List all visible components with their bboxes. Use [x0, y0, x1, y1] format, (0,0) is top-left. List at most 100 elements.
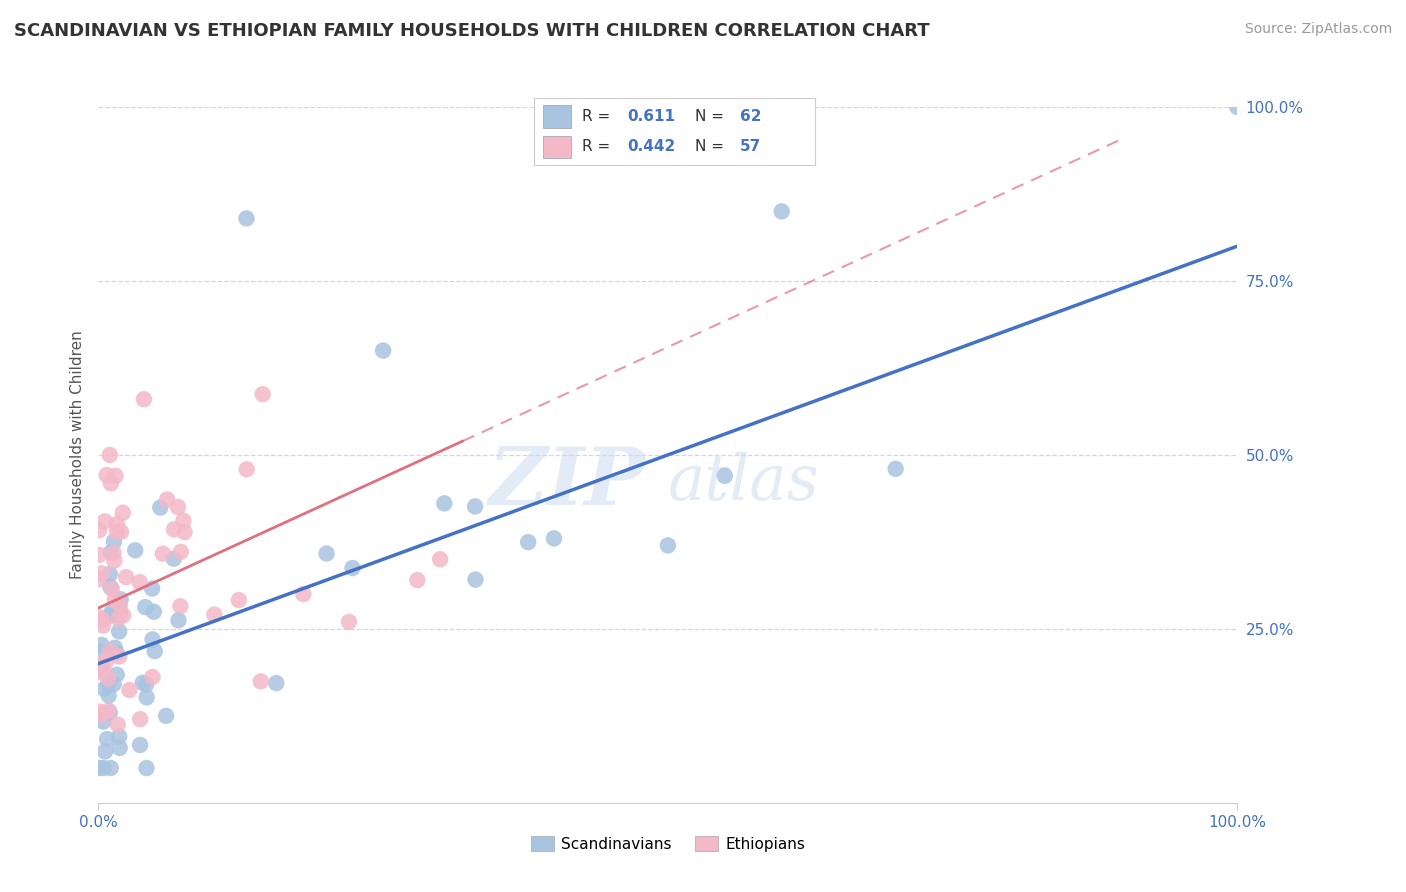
Point: [141, 670, 163, 684]
Point: [132, 392, 155, 407]
Point: [91, 714, 114, 729]
Text: 57: 57: [740, 139, 761, 153]
Text: 0.611: 0.611: [627, 109, 675, 124]
Point: [142, 605, 165, 619]
Point: [100, 545, 122, 559]
Point: [105, 517, 128, 532]
Point: [107, 611, 129, 625]
Point: [108, 605, 131, 619]
Point: [94, 655, 117, 669]
Y-axis label: Family Households with Children: Family Households with Children: [69, 331, 84, 579]
Point: [149, 500, 172, 515]
Point: [96, 731, 118, 746]
Point: [89, 659, 111, 673]
Point: [97, 689, 120, 703]
Point: [104, 468, 127, 483]
Point: [292, 587, 315, 601]
Text: ZIP: ZIP: [488, 444, 645, 522]
Text: N =: N =: [695, 139, 728, 153]
Point: [770, 204, 793, 219]
Point: [143, 644, 166, 658]
Point: [135, 761, 157, 775]
Text: R =: R =: [582, 139, 616, 153]
Point: [543, 532, 565, 546]
Point: [1226, 100, 1249, 114]
Point: [167, 613, 190, 627]
Point: [129, 738, 152, 752]
Point: [89, 644, 111, 658]
Point: [105, 524, 128, 539]
Point: [172, 514, 194, 528]
Point: [103, 546, 125, 560]
Point: [89, 663, 111, 677]
Point: [235, 462, 257, 476]
Text: 62: 62: [740, 109, 761, 124]
Point: [714, 468, 737, 483]
Point: [100, 476, 122, 491]
Point: [91, 613, 114, 627]
Point: [98, 608, 121, 623]
Point: [173, 525, 195, 540]
Point: [89, 665, 111, 680]
Point: [93, 664, 115, 678]
Point: [110, 524, 132, 539]
Point: [118, 683, 141, 698]
Point: [105, 667, 128, 681]
Point: [464, 500, 486, 514]
Point: [112, 608, 135, 623]
Point: [90, 566, 112, 581]
Point: [107, 717, 129, 731]
Point: [156, 492, 179, 507]
Point: [169, 599, 191, 614]
Point: [89, 705, 111, 719]
Point: [97, 704, 120, 718]
Point: [131, 675, 153, 690]
Point: [103, 534, 125, 549]
Point: [108, 730, 131, 744]
Point: [433, 496, 456, 510]
Point: [105, 645, 128, 659]
Point: [98, 706, 121, 720]
Point: [517, 535, 540, 549]
Point: [163, 523, 186, 537]
Point: [104, 640, 127, 655]
Point: [87, 572, 110, 586]
Point: [124, 543, 146, 558]
Point: [98, 567, 121, 582]
Point: [100, 761, 122, 775]
Point: [163, 551, 186, 566]
Point: [884, 462, 907, 476]
Point: [98, 580, 121, 594]
FancyBboxPatch shape: [543, 136, 571, 159]
Point: [108, 598, 131, 612]
Point: [228, 593, 250, 607]
Point: [429, 552, 451, 566]
Point: [101, 582, 124, 596]
Point: [97, 671, 120, 685]
Text: SCANDINAVIAN VS ETHIOPIAN FAMILY HOUSEHOLDS WITH CHILDREN CORRELATION CHART: SCANDINAVIAN VS ETHIOPIAN FAMILY HOUSEHO…: [14, 22, 929, 40]
Point: [115, 570, 138, 584]
Point: [167, 500, 190, 515]
Point: [264, 676, 287, 690]
Point: [464, 573, 486, 587]
Point: [93, 681, 115, 696]
Point: [104, 593, 127, 607]
Point: [108, 740, 131, 755]
Point: [142, 632, 165, 647]
Point: [108, 624, 131, 639]
Point: [93, 761, 115, 775]
Point: [135, 690, 157, 705]
Point: [96, 468, 118, 483]
Text: Source: ZipAtlas.com: Source: ZipAtlas.com: [1244, 22, 1392, 37]
Legend: Scandinavians, Ethiopians: Scandinavians, Ethiopians: [524, 830, 811, 858]
Point: [98, 448, 121, 462]
Point: [252, 387, 274, 401]
Point: [134, 600, 156, 615]
Point: [103, 677, 125, 691]
Point: [110, 592, 132, 607]
Point: [235, 211, 257, 226]
Point: [91, 618, 114, 632]
Text: N =: N =: [695, 109, 728, 124]
Point: [152, 547, 174, 561]
Point: [657, 538, 679, 552]
